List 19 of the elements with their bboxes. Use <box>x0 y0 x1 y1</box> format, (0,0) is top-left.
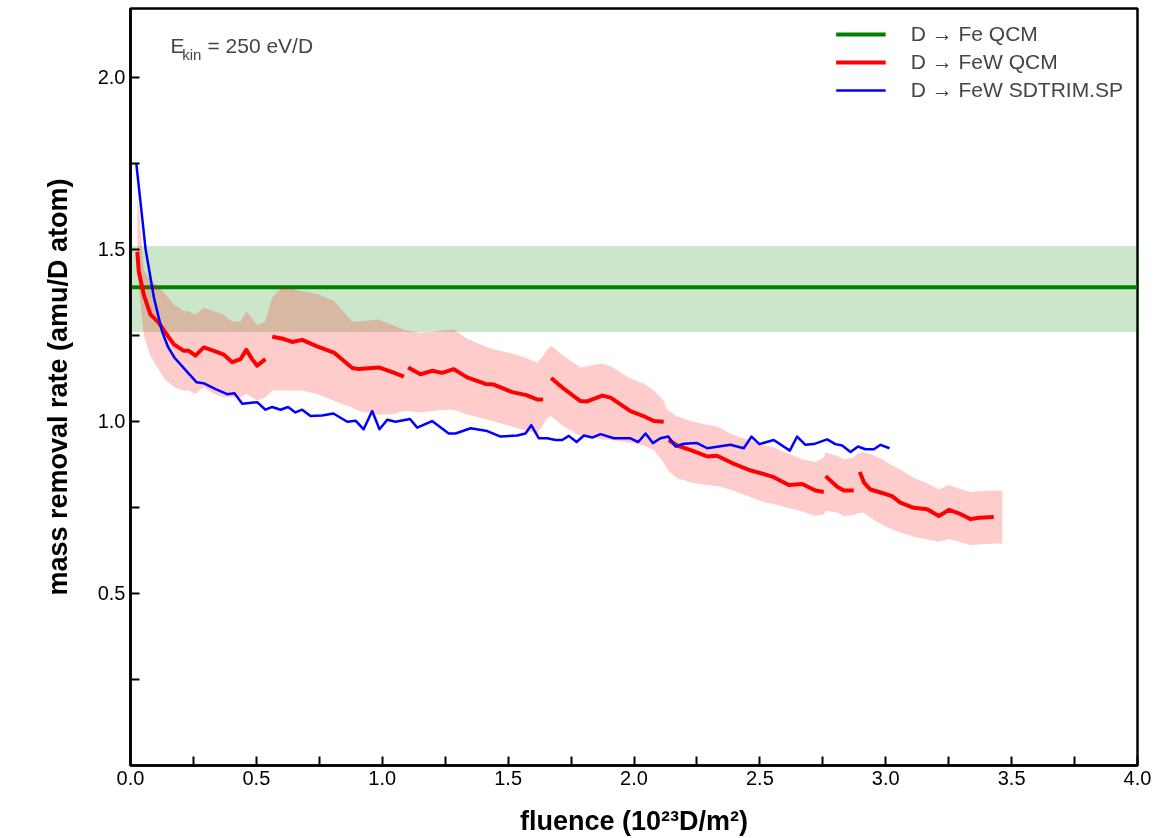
x-axis-title: fluence (10²³D/m²) <box>519 805 749 836</box>
x-tick-label: 2.0 <box>620 766 648 789</box>
y-tick-label: 0.5 <box>97 582 126 605</box>
y-tick-label: 1.0 <box>97 410 126 433</box>
x-tick-label: 2.5 <box>745 766 774 789</box>
legend-label: D → FeW QCM <box>910 50 1058 74</box>
x-tick-label: 3.0 <box>871 766 900 789</box>
legend-label: D → FeW SDTRIM.SP <box>910 78 1123 102</box>
x-tick-label: 4.0 <box>1123 766 1152 789</box>
y-axis-title: mass removal rate (amu/D atom) <box>42 178 73 596</box>
y-tick-label: 1.5 <box>97 238 126 261</box>
y-tick-label: 2.0 <box>97 66 126 89</box>
line-series <box>135 162 891 454</box>
x-tick-label: 3.5 <box>997 766 1026 789</box>
legend-label: D → Fe QCM <box>910 22 1038 46</box>
x-tick-label: 0.5 <box>242 766 271 789</box>
x-tick-label: 1.0 <box>368 766 397 789</box>
x-tick-label: 1.5 <box>494 766 523 789</box>
x-tick-label: 0.0 <box>116 766 145 789</box>
